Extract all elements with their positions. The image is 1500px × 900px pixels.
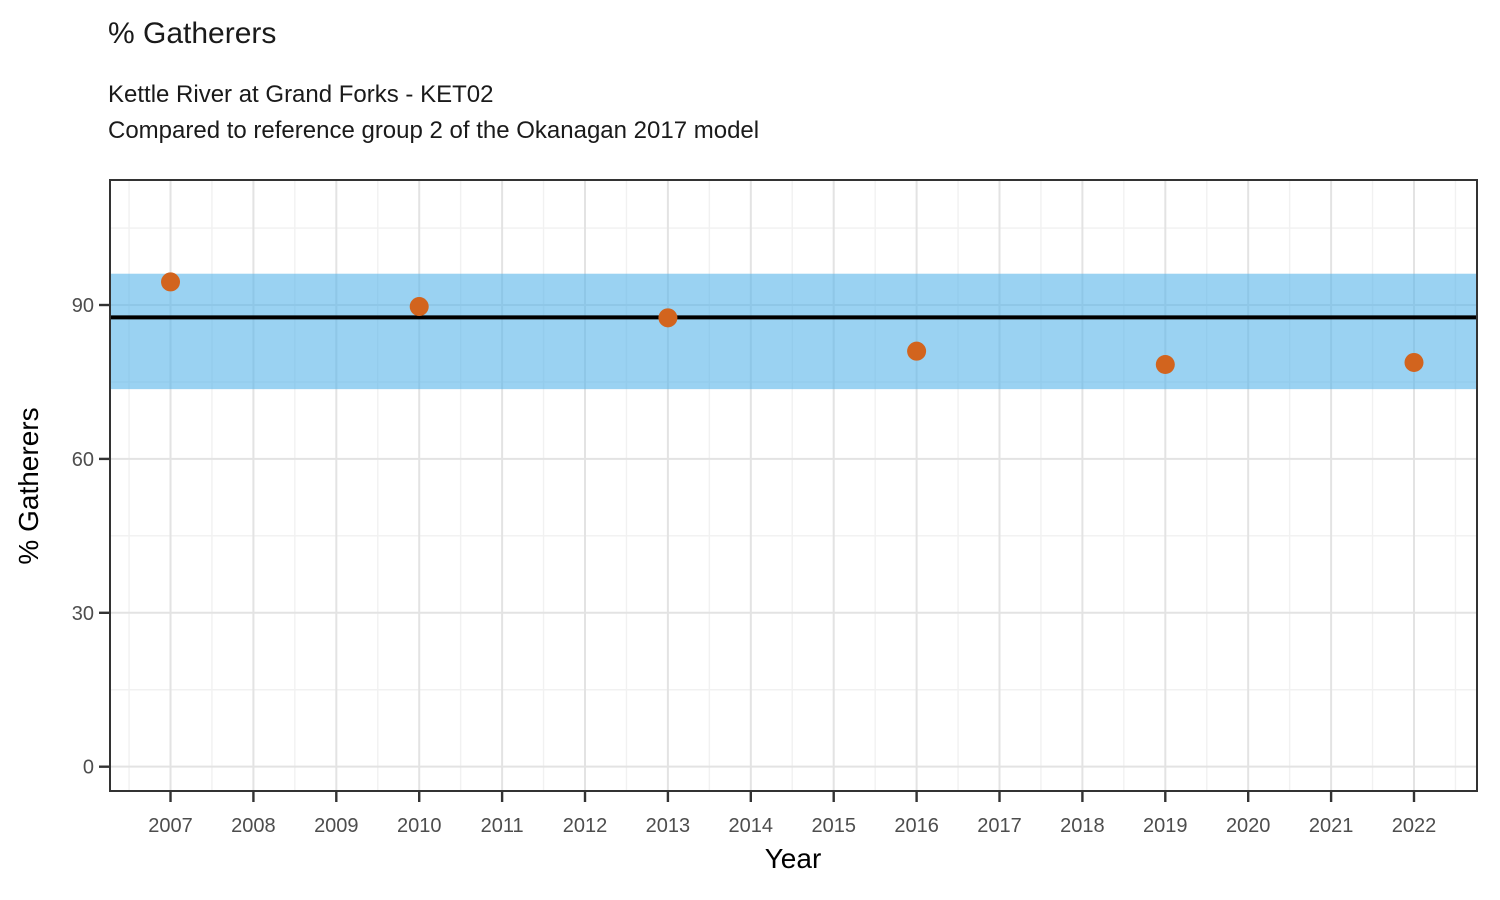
data-point (161, 272, 181, 292)
x-axis-tick-label: 2019 (1143, 815, 1188, 837)
x-axis-tick-label: 2008 (231, 815, 276, 837)
x-axis-tick-label: 2020 (1226, 815, 1271, 837)
x-axis-tick-label: 2021 (1309, 815, 1354, 837)
panel-frame-layer (109, 179, 1478, 792)
x-axis-tick-label: 2016 (894, 815, 939, 837)
chart-subtitle-line2: Compared to reference group 2 of the Oka… (108, 117, 760, 144)
x-axis-tick-label: 2007 (148, 815, 193, 837)
data-point (907, 341, 927, 361)
data-points-layer (161, 272, 1424, 375)
data-point (1155, 355, 1175, 375)
x-axis-tick-label: 2017 (977, 815, 1022, 837)
x-axis-tick-label: 2022 (1392, 815, 1437, 837)
panel-border (109, 179, 1478, 792)
x-axis-tick-label: 2015 (811, 815, 856, 837)
y-axis-tick-label: 90 (72, 295, 94, 317)
axes-layer: 2007 2008 2009 2010 2011 2012 2013 2014 2015 2016… (72, 295, 1436, 837)
x-axis-tick-label: 2014 (729, 815, 774, 837)
gridlines-layer (110, 180, 1477, 791)
x-axis-tick-label: 2018 (1060, 815, 1105, 837)
chart-title: % Gatherers (108, 17, 277, 50)
x-axis-title: Year (765, 843, 822, 874)
reference-band-layer (110, 273, 1477, 390)
data-point (658, 308, 678, 328)
data-point (1404, 352, 1424, 372)
y-axis-title: % Gatherers (13, 407, 44, 564)
x-axis-tick-label: 2010 (397, 815, 442, 837)
chart-subtitle: Kettle River at Grand Forks - KET02 Comp… (108, 77, 759, 149)
y-axis-tick-label: 0 (83, 757, 94, 779)
x-axis-tick-label: 2009 (314, 815, 359, 837)
data-point (409, 297, 429, 317)
x-axis-tick-label: 2013 (646, 815, 691, 837)
y-axis-tick-label: 60 (72, 449, 94, 471)
reference-band (110, 273, 1477, 390)
x-axis-tick-label: 2011 (481, 815, 524, 837)
x-axis-tick-label: 2012 (563, 815, 608, 837)
chart-subtitle-line1: Kettle River at Grand Forks - KET02 (108, 81, 494, 108)
y-axis-tick-label: 30 (72, 603, 94, 625)
